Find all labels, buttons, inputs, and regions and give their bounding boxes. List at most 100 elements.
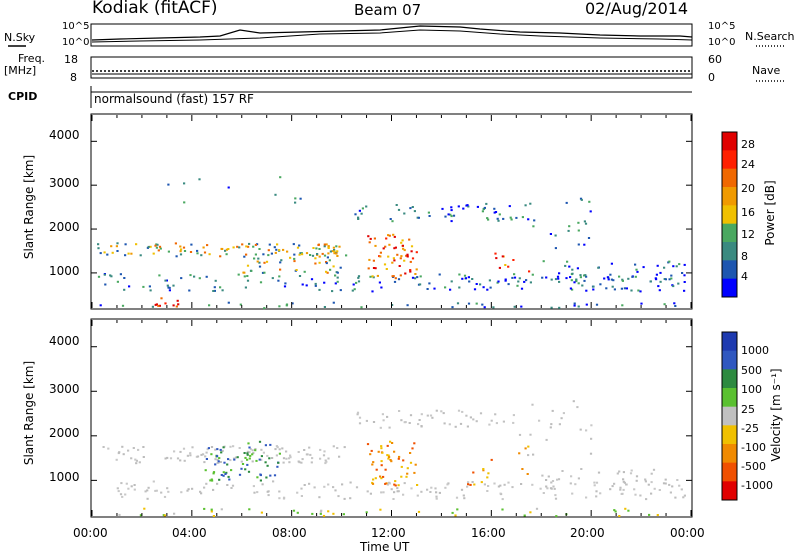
power-echo: [368, 258, 371, 261]
velocity-echo: [371, 482, 375, 485]
power-echo: [263, 261, 266, 264]
velocity-echo: [639, 494, 642, 497]
velocity-echo: [386, 483, 389, 486]
power-echo: [481, 210, 484, 213]
velocity-echo: [550, 423, 553, 426]
velocity-echo: [435, 497, 438, 500]
power-echo: [224, 249, 227, 252]
power-echo: [517, 280, 520, 283]
velocity-echo: [479, 412, 483, 415]
power-echo: [323, 243, 326, 246]
power-echo: [369, 275, 372, 278]
power-echo: [109, 274, 112, 277]
velocity-echo: [372, 461, 375, 464]
velocity-echo: [486, 476, 489, 479]
velocity-echo: [138, 461, 141, 464]
power-echo: [496, 217, 499, 220]
power-echo: [317, 244, 320, 246]
velocity-echo: [189, 452, 192, 455]
velocity-echo: [164, 457, 167, 460]
velocity-echo: [247, 470, 251, 473]
velocity-echo: [259, 473, 262, 476]
power-echo: [531, 273, 534, 276]
power-echo: [428, 215, 431, 217]
xtick-1: 04:00: [172, 526, 207, 540]
power-echo: [515, 216, 518, 219]
power-echo: [631, 275, 634, 278]
velocity-echo: [224, 473, 227, 475]
power-echo: [413, 210, 416, 213]
power-echo: [379, 251, 382, 254]
velocity-echo: [546, 487, 549, 490]
velocity-echo: [217, 460, 220, 463]
power-echo: [311, 254, 315, 257]
velocity-echo: [552, 485, 555, 488]
power-echo: [397, 208, 401, 211]
power-echo: [248, 242, 251, 245]
velocity-echo: [186, 454, 189, 457]
power-echo: [394, 277, 397, 280]
velocity-echo: [469, 416, 472, 419]
velocity-colorbar-frame: [721, 331, 738, 501]
velocity-echo: [388, 456, 391, 459]
velocity-echo: [300, 461, 303, 464]
power-echo: [292, 243, 295, 246]
power-echo: [314, 257, 317, 260]
velocity-echo: [420, 490, 423, 493]
power-echo: [258, 248, 261, 250]
power-echo: [603, 277, 606, 280]
power-echo: [303, 270, 306, 273]
power-echo: [449, 288, 452, 291]
power-echo: [325, 270, 328, 273]
power-echo: [227, 301, 230, 304]
power-echo: [257, 257, 260, 260]
velocity-echo: [593, 481, 596, 484]
velocity-echo: [382, 491, 385, 494]
velocity-echo: [471, 481, 474, 483]
velocity-echo: [545, 479, 548, 481]
power-echo: [658, 289, 661, 292]
velocity-echo: [393, 483, 396, 486]
power-echo: [155, 243, 158, 246]
velocity-echo: [132, 447, 135, 449]
velocity-echo: [366, 443, 370, 446]
power-echo: [283, 285, 287, 288]
power-echo: [610, 278, 613, 281]
velocity-echo: [463, 497, 466, 500]
power-echo: [410, 245, 414, 248]
power-echo: [99, 252, 102, 255]
velocity-echo: [406, 467, 409, 470]
velocity-echo: [503, 483, 506, 486]
power-echo: [334, 274, 337, 277]
power-echo: [389, 218, 392, 220]
velocity-echo: [282, 461, 285, 464]
velocity-echo: [296, 511, 299, 514]
velocity-echo: [269, 474, 272, 477]
velocity-echo: [216, 458, 219, 461]
velocity-echo: [182, 447, 186, 450]
velocity-echo: [262, 451, 265, 454]
power-echo: [408, 238, 411, 241]
power-echo: [550, 278, 553, 281]
power-echo: [541, 276, 544, 279]
velocity-echo: [278, 448, 281, 451]
velocity-echo: [650, 472, 653, 475]
power-echo: [368, 241, 371, 244]
power-echo: [158, 274, 161, 277]
power-echo: [274, 193, 277, 196]
power-echo: [462, 207, 465, 210]
velocity-echo: [212, 471, 216, 474]
power-echo: [325, 262, 328, 265]
velocity-echo: [502, 420, 505, 423]
power-echo: [670, 274, 673, 277]
velocity-echo: [225, 471, 228, 474]
velocity-echo: [167, 490, 170, 493]
velocity-echo: [369, 453, 372, 456]
power-echo: [554, 234, 557, 237]
power-echo: [402, 247, 405, 250]
velocity-echo: [550, 481, 553, 484]
velocity-echo: [648, 513, 651, 516]
power-echo: [227, 248, 230, 250]
velocity-echo: [210, 508, 213, 511]
power-echo: [376, 274, 379, 277]
